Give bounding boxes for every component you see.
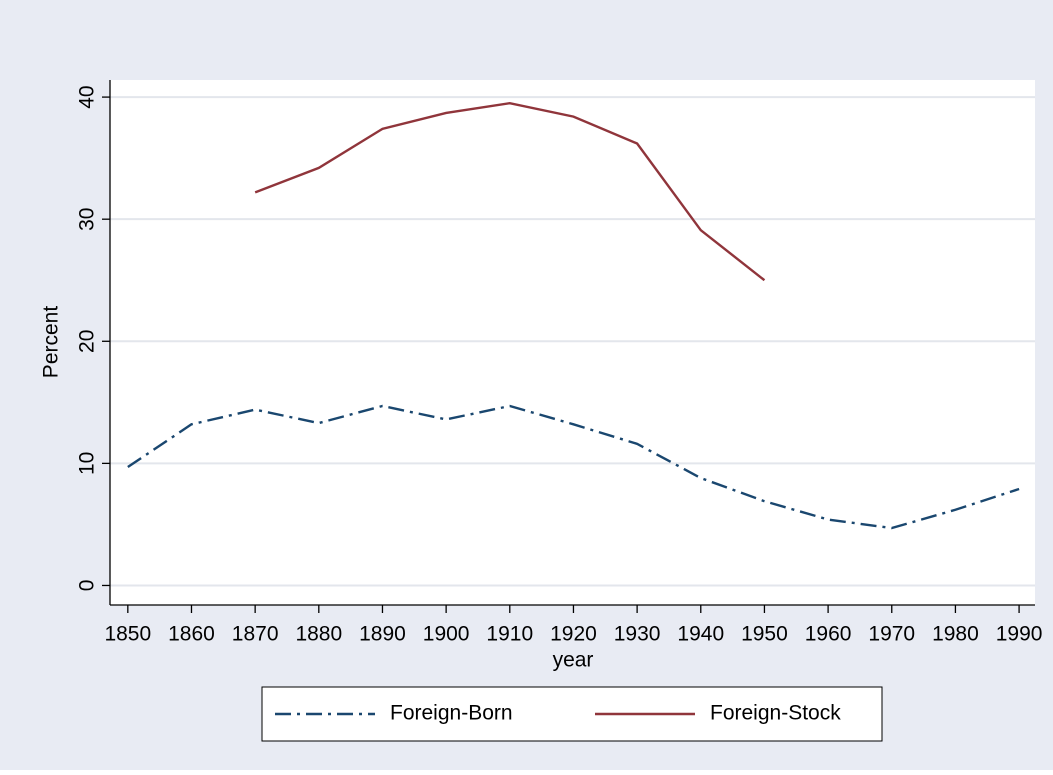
x-tick-label: 1880: [295, 623, 342, 646]
legend-label: Foreign-Stock: [710, 702, 841, 725]
plot-region: [110, 80, 1035, 605]
x-tick-label: 1850: [104, 623, 151, 646]
y-tick-label: 40: [76, 85, 99, 108]
x-tick-label: 1960: [805, 623, 852, 646]
x-tick-label: 1940: [677, 623, 724, 646]
x-tick-label: 1990: [996, 623, 1043, 646]
y-tick-label: 0: [76, 580, 99, 592]
line: [254, 101, 766, 282]
x-tick-label: 1980: [932, 623, 979, 646]
line: [127, 404, 1020, 530]
x-tick-label: 1970: [868, 623, 915, 646]
y-tick-label: 20: [76, 330, 99, 353]
legend-label: Foreign-Born: [390, 702, 513, 725]
x-tick-label: 1860: [168, 623, 215, 646]
x-tick-label: 1900: [423, 623, 470, 646]
legend-box: [261, 686, 883, 742]
y-axis-label: Percent: [40, 306, 63, 379]
x-tick-label: 1930: [614, 623, 661, 646]
x-tick-label: 1870: [232, 623, 279, 646]
x-axis-label: year: [553, 649, 594, 672]
x-tick-label: 1910: [486, 623, 533, 646]
x-tick-label: 1920: [550, 623, 597, 646]
x-tick-label: 1890: [359, 623, 406, 646]
y-tick-label: 10: [76, 452, 99, 475]
y-tick-label: 30: [76, 208, 99, 231]
x-tick-label: 1950: [741, 623, 788, 646]
